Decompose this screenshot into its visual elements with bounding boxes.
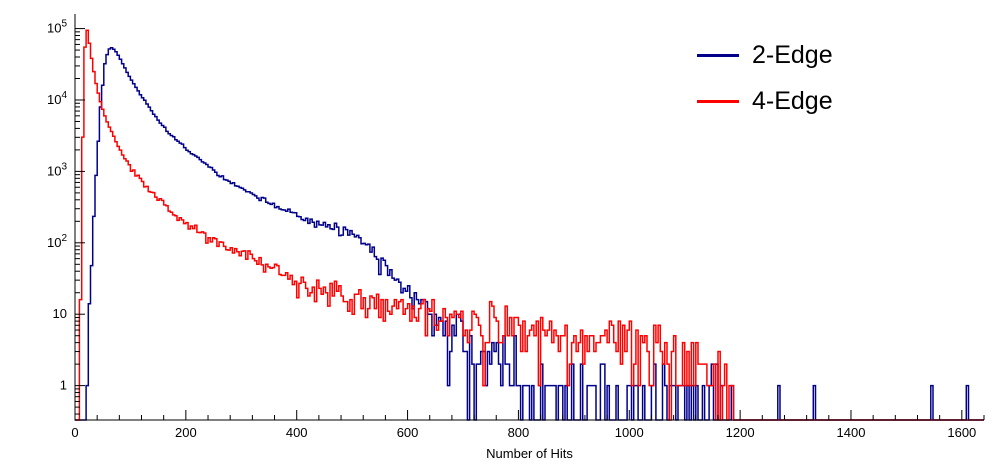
- x-axis-title: Number of Hits: [486, 446, 573, 461]
- x-tick-label: 1600: [947, 425, 976, 440]
- x-tick-label: 600: [397, 425, 419, 440]
- legend-label-4-edge: 4-Edge: [752, 86, 833, 115]
- axis-frame: [74, 14, 984, 421]
- legend-line-4-edge-icon: [697, 99, 739, 103]
- legend-line-2-edge-icon: [697, 53, 739, 57]
- y-tick-label: 1: [60, 378, 67, 393]
- x-tick-label: 1200: [726, 425, 755, 440]
- x-tick-label: 1400: [837, 425, 866, 440]
- x-axis-ticks: 0 200 400 600 800 1000 1200 1400 1600: [71, 410, 985, 440]
- y-axis-ticks: 1 10 102 103 104 105: [47, 19, 85, 415]
- x-tick-label: 400: [286, 425, 308, 440]
- x-tick-label: 0: [71, 425, 78, 440]
- legend-label-2-edge: 2-Edge: [752, 40, 833, 69]
- legend: 2-Edge 4-Edge: [697, 36, 833, 120]
- series-path-2-edge: [75, 47, 984, 421]
- legend-item-4-edge: 4-Edge: [697, 82, 833, 120]
- x-tick-label: 800: [508, 425, 530, 440]
- legend-item-2-edge: 2-Edge: [697, 36, 833, 74]
- y-tick-label: 104: [47, 90, 67, 107]
- y-tick-label: 105: [47, 19, 67, 36]
- axes: [74, 14, 984, 421]
- series-path-4-edge: [75, 29, 984, 421]
- y-tick-label: 10: [53, 306, 67, 321]
- y-tick-label: 102: [47, 233, 67, 250]
- y-tick-label: 103: [47, 161, 67, 178]
- series-group: [75, 29, 984, 421]
- x-tick-label: 1000: [615, 425, 644, 440]
- x-tick-label: 200: [175, 425, 197, 440]
